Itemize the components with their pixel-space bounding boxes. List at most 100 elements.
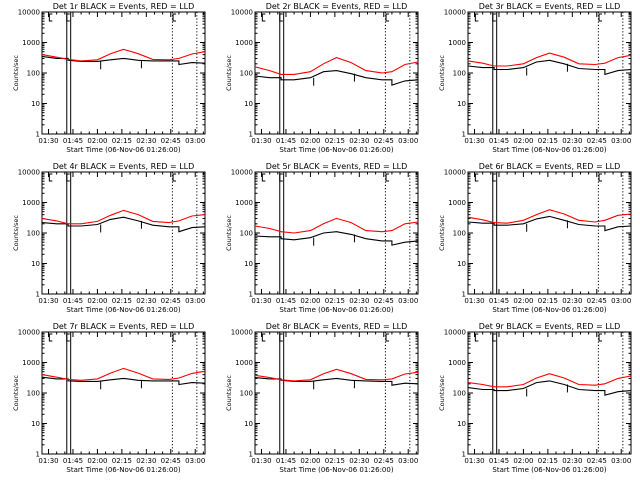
det-2r-panel: Det 2r BLACK = Events, RED = LLD 1 10 100 10… [225,2,419,154]
interval-bracket-marker [66,173,70,182]
y-tick-label: 1000 [448,39,466,47]
y-tick-label: 1000 [22,199,40,207]
x-tick-label: 03:00 [398,457,418,465]
y-axis-label: Counts/sec [438,215,446,251]
x-tick-label: 02:00 [513,137,533,145]
x-tick-label: 02:00 [87,137,107,145]
interval-bracket-marker [279,173,283,182]
y-tick-label: 10000 [231,9,253,17]
det-2r-lld-line [254,57,419,75]
y-tick-label: 1000 [448,199,466,207]
det-8r-panel: Det 8r BLACK = Events, RED = LLD 1 10 100 10… [225,322,419,474]
x-tick-label: 01:30 [251,297,271,305]
det-9r-lld-line [467,373,632,388]
x-tick-label: 02:30 [562,457,582,465]
x-tick-label: 02:15 [538,457,558,465]
x-axis-label: Start Time (06-Nov-06 01:26:00) [279,466,393,474]
y-tick-label: 10000 [231,169,253,177]
y-tick-label: 10000 [18,169,40,177]
y-tick-label: 1 [249,291,253,299]
x-tick-label: 02:45 [374,297,394,305]
y-tick-label: 1 [36,131,40,139]
x-axis-label: Start Time (06-Nov-06 01:26:00) [492,466,606,474]
det-2r-events-line [254,70,419,86]
x-tick-label: 02:15 [112,137,132,145]
det-8r-lld-line [254,368,419,382]
y-axis-label: Counts/sec [225,55,233,91]
x-tick-label: 02:00 [513,457,533,465]
interval-bracket-marker [48,13,53,22]
y-tick-label: 10 [244,100,253,108]
y-axis-label: Counts/sec [225,215,233,251]
x-axis-label: Start Time (06-Nov-06 01:26:00) [492,306,606,314]
y-tick-label: 10 [457,260,466,268]
interval-bracket-marker [261,333,266,342]
x-axis-label: Start Time (06-Nov-06 01:26:00) [66,466,180,474]
x-tick-label: 01:45 [276,457,296,465]
det-9r-panel: Det 9r BLACK = Events, RED = LLD 1 10 100 10… [438,322,632,474]
y-tick-label: 10 [457,420,466,428]
x-tick-label: 03:00 [611,457,631,465]
x-tick-label: 02:45 [587,297,607,305]
x-tick-label: 01:45 [63,137,83,145]
x-tick-label: 01:45 [63,457,83,465]
interval-bracket-marker [172,333,177,342]
x-tick-label: 01:45 [276,137,296,145]
interval-bracket-marker [279,13,283,22]
x-tick-label: 03:00 [185,137,205,145]
y-axis-label: Counts/sec [12,55,20,91]
x-tick-label: 02:45 [161,297,181,305]
det-1r-lld-line [41,48,206,62]
x-tick-label: 02:15 [112,457,132,465]
x-tick-label: 02:15 [325,297,345,305]
y-tick-label: 10 [244,420,253,428]
y-tick-label: 10 [457,100,466,108]
x-tick-label: 01:30 [251,457,271,465]
interval-bracket-marker [385,173,390,182]
det-9r-events-line [467,380,632,396]
y-tick-label: 1000 [448,359,466,367]
x-tick-label: 02:00 [87,297,107,305]
y-tick-label: 100 [453,230,466,238]
x-tick-label: 02:45 [374,457,394,465]
y-tick-label: 10 [244,260,253,268]
y-tick-label: 1 [249,451,253,459]
x-tick-label: 03:00 [611,297,631,305]
x-tick-label: 03:00 [398,297,418,305]
y-tick-label: 1 [36,291,40,299]
interval-bracket-marker [385,13,390,22]
x-tick-label: 02:45 [587,137,607,145]
x-tick-label: 02:30 [136,457,156,465]
y-tick-label: 100 [27,390,40,398]
y-tick-label: 10 [31,260,40,268]
x-tick-label: 01:30 [251,137,271,145]
y-tick-label: 10 [31,100,40,108]
y-tick-label: 100 [240,390,253,398]
y-tick-label: 1000 [22,39,40,47]
y-axis-label: Counts/sec [12,375,20,411]
det-7r-panel: Det 7r BLACK = Events, RED = LLD 1 10 100 10… [12,322,206,474]
x-tick-label: 02:45 [374,137,394,145]
y-tick-label: 10000 [444,9,466,17]
det-7r-title: Det 7r BLACK = Events, RED = LLD [53,322,195,331]
interval-bracket-marker [492,173,496,182]
y-axis-label: Counts/sec [225,375,233,411]
interval-bracket-marker [48,333,53,342]
y-tick-label: 100 [453,70,466,78]
x-tick-label: 02:30 [349,137,369,145]
x-tick-label: 03:00 [185,297,205,305]
x-tick-label: 02:45 [161,137,181,145]
x-tick-label: 01:45 [63,297,83,305]
x-axis-label: Start Time (06-Nov-06 01:26:00) [66,146,180,154]
y-tick-label: 10 [31,420,40,428]
interval-bracket-marker [66,13,70,22]
det-2r-title: Det 2r BLACK = Events, RED = LLD [266,2,408,11]
x-tick-label: 02:30 [562,297,582,305]
det-3r-panel: Det 3r BLACK = Events, RED = LLD 1 10 100 10… [438,2,632,154]
det-7r-lld-line [41,367,206,381]
interval-bracket-marker [261,173,266,182]
x-tick-label: 03:00 [398,137,418,145]
y-tick-label: 100 [240,70,253,78]
x-axis-label: Start Time (06-Nov-06 01:26:00) [66,306,180,314]
x-tick-label: 01:30 [38,137,58,145]
